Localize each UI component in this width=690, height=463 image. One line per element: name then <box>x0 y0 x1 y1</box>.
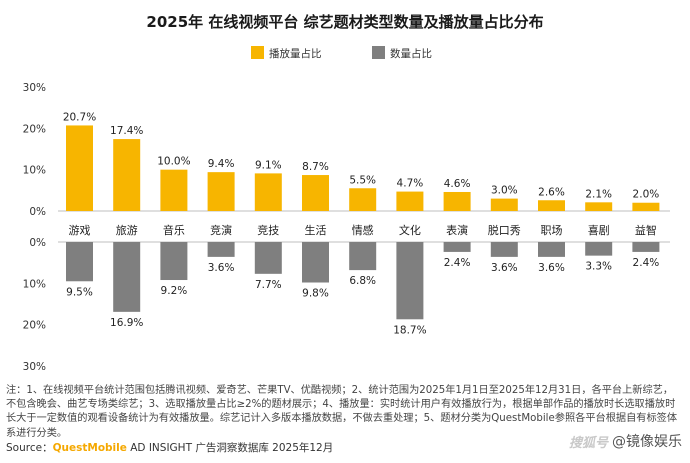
footnote: 注：1、在线视频平台统计范围包括腾讯视频、爱奇艺、芒果TV、优酷视频；2、统计范… <box>6 385 678 439</box>
count-share-label: 3.6% <box>491 262 518 274</box>
legend-label-play: 播放量占比 <box>269 47 322 60</box>
count-share-label: 2.4% <box>633 257 660 269</box>
category-label: 文化 <box>399 223 421 237</box>
upper-tick-label: 30% <box>23 82 46 94</box>
play-share-label: 4.7% <box>397 178 424 190</box>
category-label: 生活 <box>305 223 327 237</box>
category-label: 喜剧 <box>588 224 610 237</box>
lower-tick-label: 10% <box>23 278 46 290</box>
count-share-bar <box>207 242 235 257</box>
play-share-label: 9.4% <box>208 158 235 170</box>
play-share-label: 5.5% <box>349 174 376 186</box>
source-line: Source：QuestMobile AD INSIGHT 广告洞察数据库 20… <box>6 440 333 455</box>
category-label: 职场 <box>541 223 563 237</box>
play-share-label: 2.6% <box>538 186 565 198</box>
play-share-bar <box>302 175 329 211</box>
play-share-bar <box>585 202 613 211</box>
count-share-bar <box>396 242 424 320</box>
count-share-label: 16.9% <box>110 317 143 329</box>
lower-tick-label: 30% <box>23 361 46 373</box>
count-share-bar <box>585 242 613 256</box>
count-share-bar <box>632 242 660 252</box>
category-label: 游戏 <box>69 224 91 237</box>
watermark-logo: 搜狐号 <box>568 435 608 451</box>
category-label: 脱口秀 <box>488 223 521 237</box>
count-share-label: 6.8% <box>349 275 376 287</box>
count-share-bar <box>349 242 377 271</box>
category-label: 旅游 <box>116 223 138 237</box>
play-share-label: 8.7% <box>302 161 329 173</box>
category-label: 益智 <box>635 223 657 237</box>
play-share-label: 2.1% <box>585 188 612 200</box>
category-label: 竞演 <box>210 223 232 237</box>
legend-swatch-count <box>372 46 385 59</box>
play-share-bar <box>443 191 471 211</box>
watermark: 搜狐号 @镜像娱乐 <box>569 431 682 451</box>
source-text: AD INSIGHT 广告洞察数据库 2025年12月 <box>130 442 334 454</box>
play-share-label: 10.0% <box>157 156 190 168</box>
count-share-label: 2.4% <box>444 257 471 269</box>
chart-title: 2025年 在线视频平台 综艺题材类型数量及播放量占比分布 <box>146 13 543 31</box>
play-share-bar <box>207 172 235 211</box>
play-share-label: 9.1% <box>255 159 282 171</box>
count-share-label: 7.7% <box>255 279 282 291</box>
chart: 2025年 在线视频平台 综艺题材类型数量及播放量占比分布 播放量占比 数量占比 … <box>23 13 670 373</box>
play-share-label: 2.0% <box>633 189 660 201</box>
play-share-label: 20.7% <box>63 111 96 123</box>
play-share-bar <box>160 169 188 211</box>
play-share-bar <box>113 139 141 211</box>
play-share-label: 4.6% <box>444 178 471 190</box>
legend: 播放量占比 数量占比 <box>251 46 432 60</box>
source-label: Source： <box>6 442 53 454</box>
play-share-label: 17.4% <box>110 125 143 137</box>
legend-label-count: 数量占比 <box>390 47 432 60</box>
category-label: 情感 <box>352 224 374 237</box>
upper-tick-label: 20% <box>23 123 46 135</box>
play-share-bar <box>349 188 377 211</box>
category-label: 竞技 <box>257 223 279 237</box>
count-share-bar <box>302 242 329 283</box>
play-share-bar <box>254 173 282 211</box>
count-share-bar <box>490 242 518 257</box>
count-share-label: 3.6% <box>538 262 565 274</box>
category-label: 表演 <box>446 223 468 237</box>
source-brand: QuestMobile <box>52 442 127 454</box>
play-share-bar <box>396 191 424 211</box>
lower-tick-label: 0% <box>29 237 46 249</box>
play-share-bar <box>490 198 518 211</box>
upper-tick-label: 0% <box>29 206 46 218</box>
lower-tick-label: 20% <box>23 320 46 332</box>
play-share-bar <box>538 200 565 211</box>
count-share-bar <box>443 242 471 252</box>
count-share-label: 9.2% <box>161 285 188 297</box>
count-share-label: 9.8% <box>302 288 329 300</box>
upper-tick-label: 10% <box>23 165 46 177</box>
count-share-bar <box>538 242 565 257</box>
play-share-bar <box>632 202 660 211</box>
count-share-label: 3.6% <box>208 262 235 274</box>
count-share-label: 18.7% <box>393 324 426 336</box>
category-label: 音乐 <box>163 223 185 237</box>
count-share-label: 9.5% <box>66 286 93 298</box>
legend-swatch-play <box>251 46 264 59</box>
count-share-label: 3.3% <box>585 261 612 273</box>
play-share-bar <box>66 125 93 211</box>
count-share-bar <box>113 242 141 312</box>
bars: 20.7% 游戏 9.5% 17.4% 旅游 16.9% 10.0% 音乐 9.2% 9.4% 竞演… <box>63 111 660 336</box>
count-share-bar <box>254 242 282 274</box>
count-share-bar <box>66 242 93 282</box>
play-share-label: 3.0% <box>491 185 518 197</box>
watermark-text: @镜像娱乐 <box>612 434 682 450</box>
count-share-bar <box>160 242 188 281</box>
